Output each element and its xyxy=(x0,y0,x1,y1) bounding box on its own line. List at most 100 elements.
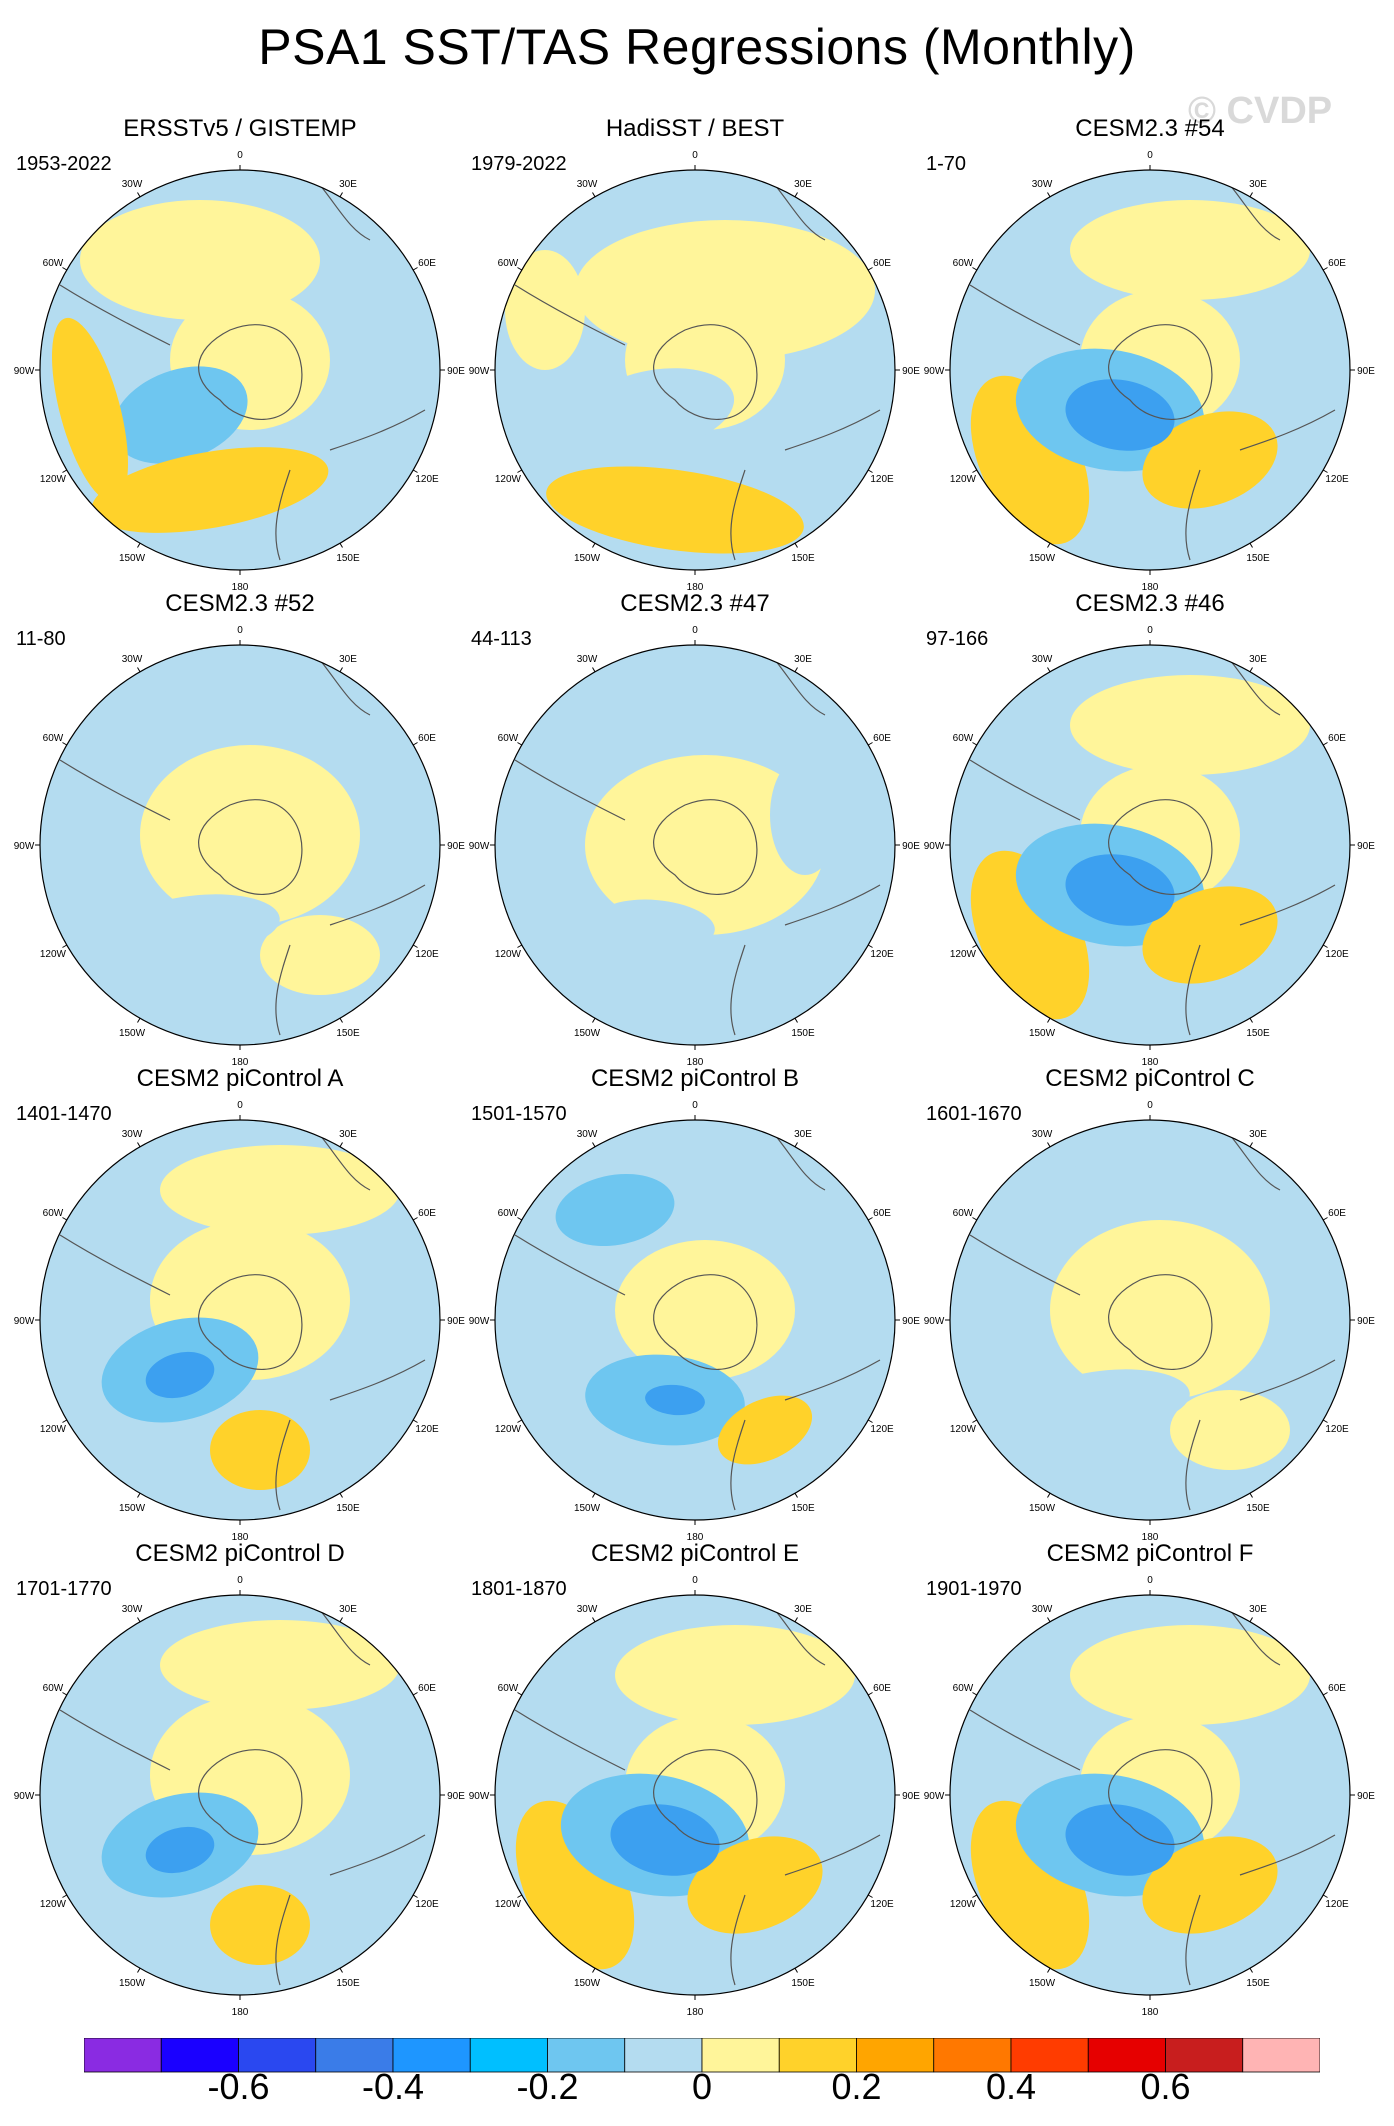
longitude-label: 0 xyxy=(1147,1575,1153,1586)
longitude-label: 150E xyxy=(1246,1028,1270,1039)
polar-map: 0 30E 60E 90E 120E 150E 180 150W 120W 90W 60W 30W xyxy=(14,1100,466,1540)
longitude-label: 90E xyxy=(447,366,465,377)
longitude-label: 0 xyxy=(692,1575,698,1586)
longitude-label: 120E xyxy=(870,474,894,485)
colorbar-label: -0.4 xyxy=(361,2066,425,2107)
longitude-label: 60E xyxy=(418,1683,436,1694)
map-panel: 0 30E 60E 90E 120E 150E 180 150W 120W 90W 60W 30W Ha… xyxy=(465,115,925,590)
longitude-label: 0 xyxy=(237,1100,243,1111)
longitude-label: 120E xyxy=(870,1424,894,1435)
panel-title: CESM2 piControl C xyxy=(1045,1065,1255,1092)
longitude-label: 150W xyxy=(574,1978,601,1989)
antarctica-coastline xyxy=(653,1274,758,1370)
longitude-label: 30W xyxy=(577,179,598,190)
longitude-label: 180 xyxy=(232,1532,249,1540)
colorbar-swatch xyxy=(856,2038,935,2073)
panel-title: ERSSTv5 / GISTEMP xyxy=(123,115,357,142)
panel-period: 1601-1670 xyxy=(926,1103,1022,1125)
map-panel: 0 30E 60E 90E 120E 150E 180 150W 120W 90W 60W 30W CE… xyxy=(465,590,925,1065)
longitude-label: 90E xyxy=(1357,841,1375,852)
longitude-label: 30W xyxy=(122,1604,143,1615)
longitude-label: 90W xyxy=(14,366,35,377)
new-zealand-coastline xyxy=(1185,1419,1201,1511)
new-zealand-coastline xyxy=(730,944,746,1036)
longitude-label: 90W xyxy=(14,841,35,852)
longitude-label: 90W xyxy=(14,1316,35,1327)
polar-map: 0 30E 60E 90E 120E 150E 180 150W 120W 90W 60W 30W xyxy=(924,1100,1376,1540)
longitude-label: 30E xyxy=(794,179,812,190)
panel-period: 1801-1870 xyxy=(471,1578,567,1600)
new-zealand-coastline xyxy=(1185,469,1201,561)
longitude-label: 120W xyxy=(40,949,67,960)
longitude-label: 30W xyxy=(1032,1129,1053,1140)
australia-coastline xyxy=(784,1834,881,1876)
longitude-label: 60E xyxy=(873,258,891,269)
longitude-label: 90E xyxy=(902,1791,920,1802)
figure-title: PSA1 SST/TAS Regressions (Monthly) xyxy=(258,19,1136,75)
colorbar-swatch xyxy=(1087,2038,1166,2073)
africa-coastline xyxy=(1229,184,1281,241)
longitude-label: 60W xyxy=(498,1683,519,1694)
map-panel: 0 30E 60E 90E 120E 150E 180 150W 120W 90W 60W 30W CE… xyxy=(10,1540,470,2015)
africa-coastline xyxy=(1229,1609,1281,1666)
panel-period: 1501-1570 xyxy=(471,1103,567,1125)
colorbar-swatch xyxy=(1165,2038,1244,2073)
new-zealand-coastline xyxy=(1185,1894,1201,1986)
longitude-label: 180 xyxy=(232,2007,249,2015)
longitude-label: 90W xyxy=(14,1791,35,1802)
longitude-label: 0 xyxy=(692,625,698,636)
africa-coastline xyxy=(774,1134,826,1191)
south-america-coastline xyxy=(514,1709,626,1771)
panel-title: HadiSST / BEST xyxy=(605,115,785,142)
australia-coastline xyxy=(1239,409,1336,451)
longitude-label: 150W xyxy=(1029,1503,1056,1514)
longitude-label: 150E xyxy=(791,1978,815,1989)
longitude-label: 90E xyxy=(902,841,920,852)
longitude-label: 120W xyxy=(495,1899,522,1910)
australia-coastline xyxy=(329,884,426,926)
longitude-label: 90E xyxy=(1357,1791,1375,1802)
longitude-label: 0 xyxy=(1147,150,1153,161)
south-america-coastline xyxy=(969,1234,1081,1296)
longitude-label: 60E xyxy=(418,733,436,744)
africa-coastline xyxy=(319,1609,371,1666)
africa-coastline xyxy=(1229,659,1281,716)
longitude-label: 150E xyxy=(336,553,360,564)
new-zealand-coastline xyxy=(730,469,746,561)
longitude-label: 150W xyxy=(1029,1978,1056,1989)
longitude-label: 90E xyxy=(447,1316,465,1327)
antarctica-coastline xyxy=(1108,799,1213,895)
longitude-label: 90W xyxy=(469,366,490,377)
longitude-label: 60E xyxy=(1328,258,1346,269)
longitude-label: 120W xyxy=(495,474,522,485)
antarctica-coastline xyxy=(653,1749,758,1845)
longitude-label: 30W xyxy=(122,179,143,190)
colorbar-swatch xyxy=(238,2038,317,2073)
longitude-label: 30W xyxy=(122,1129,143,1140)
africa-coastline xyxy=(1229,1134,1281,1191)
panel-period: 97-166 xyxy=(926,628,989,650)
map-panel: 0 30E 60E 90E 120E 150E 180 150W 120W 90W 60W 30W CE… xyxy=(920,590,1380,1065)
longitude-label: 120W xyxy=(495,1424,522,1435)
australia-coastline xyxy=(329,1834,426,1876)
map-panel: 0 30E 60E 90E 120E 150E 180 150W 120W 90W 60W 30W CE… xyxy=(10,1065,470,1540)
longitude-label: 120E xyxy=(870,1899,894,1910)
colorbar-label: 0 xyxy=(691,2066,713,2107)
colorbar-swatch xyxy=(701,2038,780,2073)
colorbar-swatch xyxy=(84,2038,162,2073)
longitude-label: 30W xyxy=(122,654,143,665)
longitude-label: 120W xyxy=(40,1899,67,1910)
colorbar-swatch xyxy=(1242,2038,1320,2073)
colorbar-swatch xyxy=(933,2038,1012,2073)
australia-coastline xyxy=(329,1359,426,1401)
longitude-label: 60E xyxy=(873,1683,891,1694)
polar-map: 0 30E 60E 90E 120E 150E 180 150W 120W 90W 60W 30W xyxy=(469,1100,921,1540)
longitude-label: 30E xyxy=(339,1604,357,1615)
longitude-label: 90W xyxy=(469,1316,490,1327)
longitude-label: 120W xyxy=(950,1424,977,1435)
longitude-label: 60E xyxy=(1328,1683,1346,1694)
antarctica-coastline xyxy=(198,324,303,420)
panel-period: 1953-2022 xyxy=(16,153,112,175)
antarctica-coastline xyxy=(198,1274,303,1370)
longitude-label: 60W xyxy=(498,1208,519,1219)
